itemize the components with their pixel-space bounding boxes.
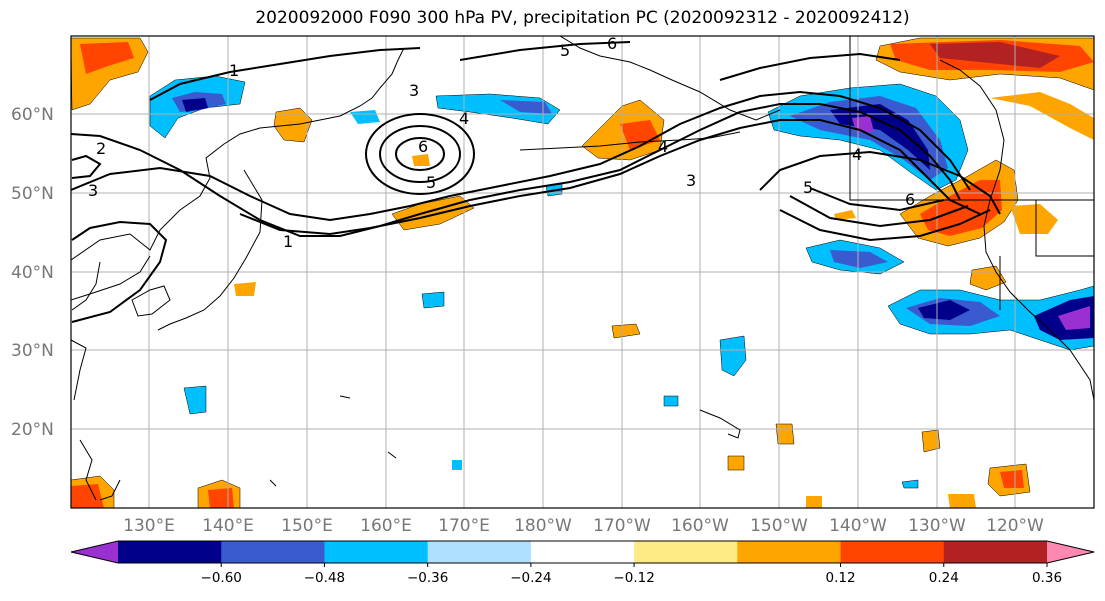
colorbar-segment: [427, 541, 532, 563]
contour-label-4c: 4: [852, 145, 862, 164]
lon-label-120w: 120°W: [986, 516, 1044, 536]
precip-fills: [71, 37, 1094, 508]
colorbar-segment: [840, 541, 945, 563]
lon-label-160e: 160°E: [360, 516, 412, 536]
lat-label-20n: 20°N: [11, 420, 54, 440]
lon-label-150e: 150°E: [281, 516, 333, 536]
longitude-labels: 130°E 140°E 150°E 160°E 170°E 180°W 170°…: [123, 516, 1044, 536]
colorbar-tick-label: 0.36: [1032, 570, 1062, 586]
contour-label-1b: 1: [283, 232, 293, 251]
colorbar-tick-label: 0.12: [826, 570, 856, 586]
lon-label-150w: 150°W: [750, 516, 808, 536]
lat-label-60n: 60°N: [11, 105, 54, 125]
colorbar-segment: [943, 541, 1048, 563]
colorbar-segment: [221, 541, 325, 563]
lon-label-140e: 140°E: [202, 516, 254, 536]
lon-label-180w: 180°W: [514, 516, 572, 536]
contour-label-4a: 4: [459, 109, 469, 128]
contour-label-5c: 5: [560, 41, 570, 60]
graticule: [71, 36, 1094, 508]
colorbar-segment: [737, 541, 842, 563]
contour-label-6a: 6: [418, 137, 428, 156]
contour-label-6c: 6: [607, 34, 617, 53]
colorbar-tick-label: −0.36: [407, 570, 448, 586]
colorbar-tick-label: −0.60: [201, 570, 242, 586]
contour-labels: 1 2 3 3 4 5 6 1 3 4 4 5 6 5 6: [88, 34, 915, 251]
colorbar-outline: [70, 540, 1095, 564]
colorbar-tick-label: −0.48: [304, 570, 345, 586]
colorbar-tick-label: −0.24: [510, 570, 551, 586]
colorbar-segment: [118, 541, 222, 563]
pv-contours: [71, 41, 1001, 323]
contour-label-2a: 2: [96, 139, 106, 158]
lat-label-50n: 50°N: [11, 184, 54, 204]
lon-label-170w: 170°W: [593, 516, 651, 536]
lon-label-160w: 160°W: [671, 516, 729, 536]
contour-label-3c: 3: [686, 171, 696, 190]
colorbar-segment: [634, 541, 738, 563]
contour-label-3b: 3: [409, 81, 419, 100]
coastlines: [71, 36, 1094, 501]
lat-label-40n: 40°N: [11, 263, 54, 283]
colorbar: −0.60−0.48−0.36−0.24−0.120.120.240.360.4…: [70, 540, 1095, 586]
contour-label-6b: 6: [905, 190, 915, 209]
map-frame: [70, 35, 1095, 509]
lon-label-130e: 130°E: [123, 516, 175, 536]
colorbar-segment: [324, 541, 429, 563]
latitude-labels: 60°N 50°N 40°N 30°N 20°N: [11, 105, 54, 440]
colorbar-extend-low: [71, 541, 118, 563]
lon-label-170e: 170°E: [438, 516, 490, 536]
map-title: 2020092000 F090 300 hPa PV, precipitatio…: [255, 8, 910, 28]
contour-label-4b: 4: [658, 137, 668, 156]
contour-label-1a: 1: [229, 61, 239, 80]
colorbar-tick-label: 0.24: [929, 570, 959, 586]
colorbar-extend-high: [1047, 541, 1094, 563]
contour-label-5b: 5: [803, 178, 813, 197]
colorbar-segment: [530, 541, 635, 563]
lon-label-130w: 130°W: [908, 516, 966, 536]
contour-label-3a: 3: [88, 181, 98, 200]
colorbar-tick-label: −0.12: [613, 570, 654, 586]
lon-label-140w: 140°W: [829, 516, 887, 536]
contour-label-5a: 5: [426, 173, 436, 192]
lat-label-30n: 30°N: [11, 341, 54, 361]
